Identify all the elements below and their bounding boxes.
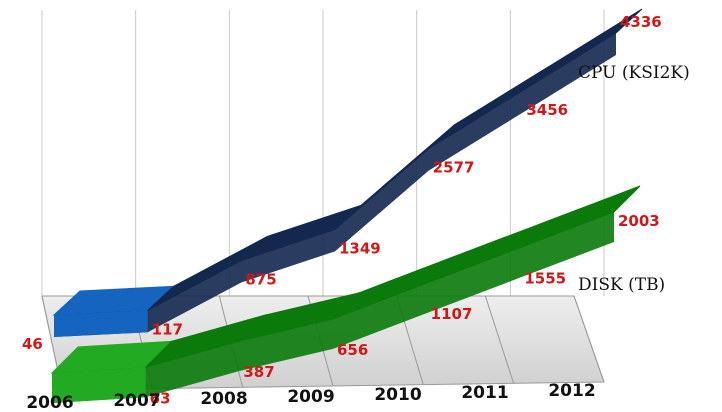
x-tick-label: 2007 bbox=[113, 391, 160, 411]
series-disk bbox=[50, 185, 641, 403]
series-ribbon-start bbox=[52, 367, 146, 403]
chart-data-labels: 46 117 875 1349 2577 3456 4336 14 63 387 656 1107 15… bbox=[14, 13, 662, 412]
series-label-cpu: CPU (KSI2K) bbox=[578, 63, 690, 83]
data-label: 14 bbox=[14, 409, 35, 412]
data-label: 1107 bbox=[431, 305, 473, 323]
data-label: 1349 bbox=[339, 239, 381, 257]
series-labels: CPU (KSI2K) DISK (TB) bbox=[578, 63, 690, 295]
data-label: 1555 bbox=[524, 270, 566, 288]
series-ribbon-start bbox=[54, 310, 148, 337]
data-label: 2577 bbox=[433, 159, 475, 177]
x-tick-label: 2008 bbox=[200, 389, 247, 409]
data-label: 63 bbox=[150, 389, 171, 407]
data-label: 2003 bbox=[618, 212, 660, 230]
x-tick-label: 2006 bbox=[26, 393, 73, 412]
x-tick-label: 2009 bbox=[287, 387, 334, 407]
series-ribbon-front bbox=[52, 212, 614, 403]
floor-grid-line bbox=[573, 295, 605, 383]
data-label: 875 bbox=[245, 270, 276, 288]
x-tick-label: 2010 bbox=[374, 385, 421, 405]
data-label: 3456 bbox=[526, 101, 568, 119]
chart-series bbox=[50, 8, 643, 403]
data-label: 117 bbox=[152, 320, 183, 338]
x-tick-label: 2012 bbox=[548, 381, 595, 401]
series-label-disk: DISK (TB) bbox=[578, 275, 665, 295]
floor-grid-line bbox=[484, 295, 515, 384]
data-label: 387 bbox=[243, 363, 274, 381]
x-axis-tick-labels: 2006 2007 2008 2009 2010 2011 2012 bbox=[26, 381, 595, 412]
data-label: 46 bbox=[22, 335, 43, 353]
x-tick-label: 2011 bbox=[461, 383, 508, 403]
data-label: 4336 bbox=[620, 13, 662, 31]
series-cpu bbox=[52, 8, 643, 337]
series-segment bbox=[334, 124, 456, 230]
data-label: 656 bbox=[337, 341, 368, 359]
